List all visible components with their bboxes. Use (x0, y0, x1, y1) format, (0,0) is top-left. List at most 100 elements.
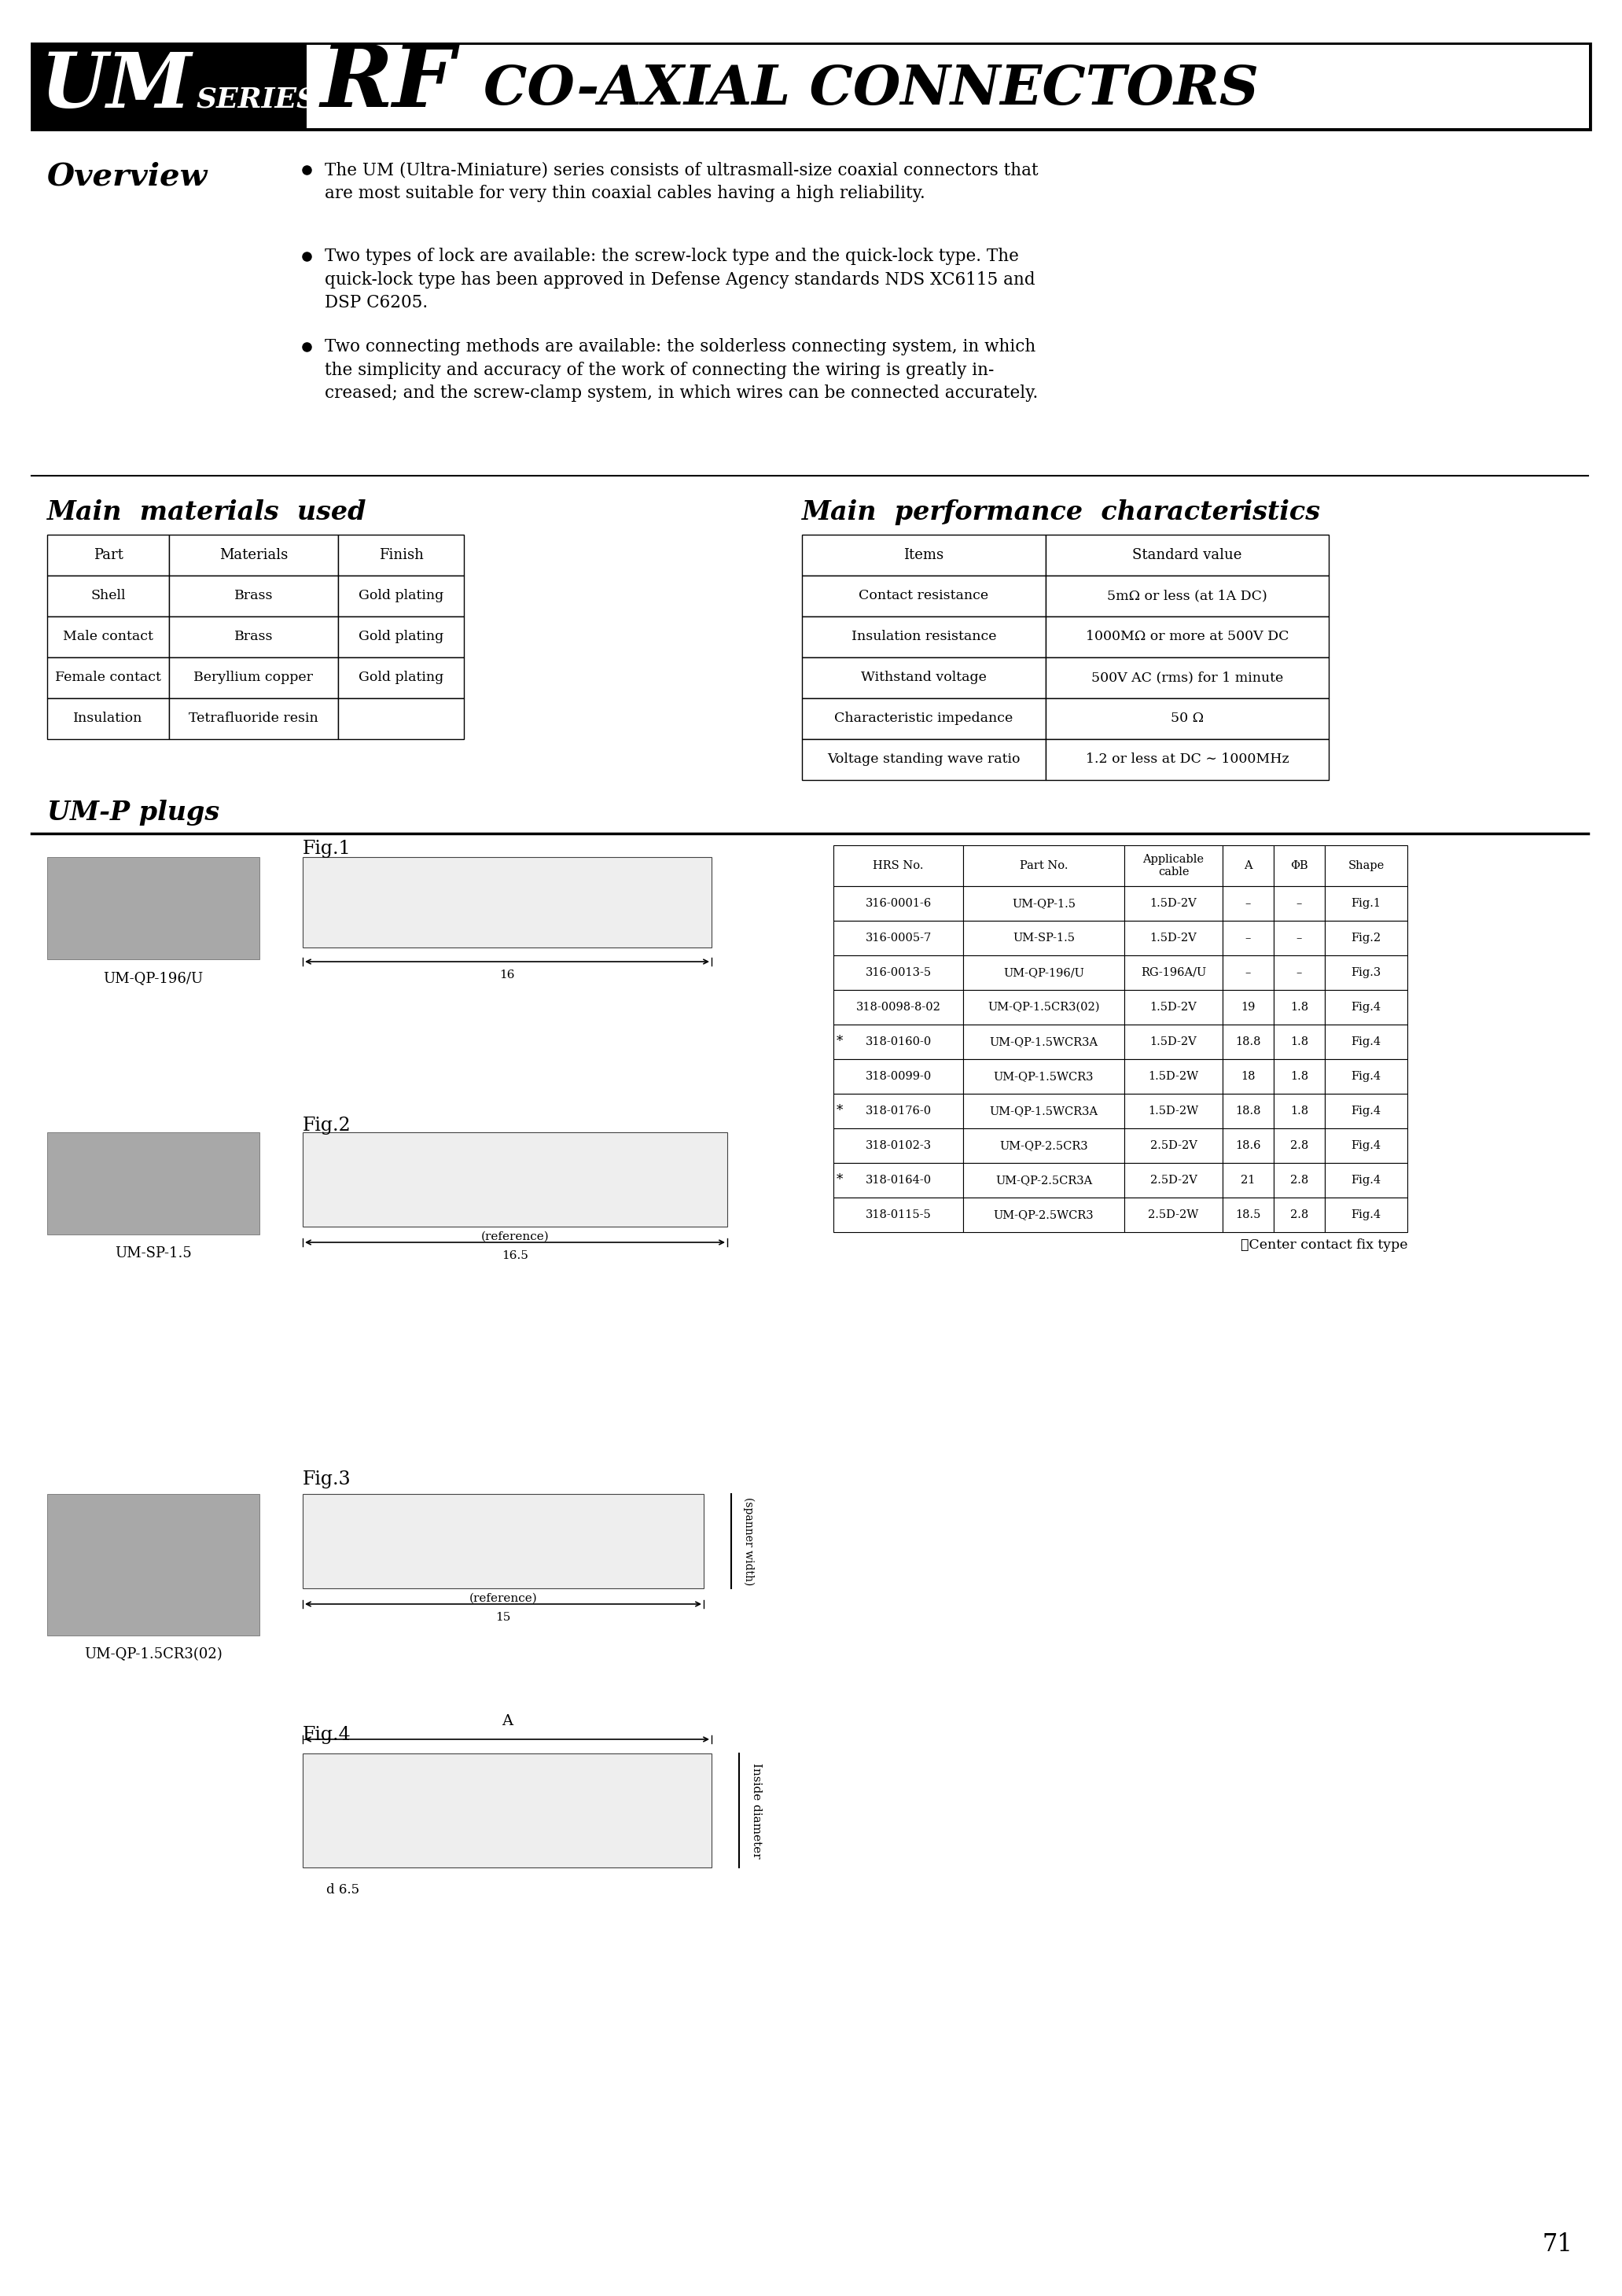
Text: Fig.2: Fig.2 (1351, 932, 1380, 944)
Bar (47, 576, 169, 615)
Bar (169, 535, 337, 576)
Text: 316-0005-7: 316-0005-7 (865, 932, 931, 944)
Text: UM-QP-2.5CR3A: UM-QP-2.5CR3A (996, 1176, 1092, 1185)
Text: RG-196A/U: RG-196A/U (1140, 967, 1207, 978)
Bar (337, 576, 464, 615)
Text: 1.5D-2V: 1.5D-2V (1150, 898, 1197, 909)
Text: Main  materials  used: Main materials used (47, 498, 367, 526)
Text: Fig.4: Fig.4 (1351, 1035, 1380, 1047)
Text: 318-0160-0: 318-0160-0 (865, 1035, 931, 1047)
Bar (1124, 955, 1223, 990)
Text: Shell: Shell (91, 590, 125, 602)
Text: Fig.4: Fig.4 (1351, 1107, 1380, 1116)
Bar (47, 1495, 260, 1635)
Text: Insulation: Insulation (73, 712, 143, 726)
Bar (1223, 845, 1273, 886)
Text: Gold plating: Gold plating (358, 590, 443, 602)
Text: Contact resistance: Contact resistance (860, 590, 989, 602)
Text: Items: Items (903, 549, 944, 563)
Text: Fig.4: Fig.4 (1351, 1001, 1380, 1013)
Text: 318-0115-5: 318-0115-5 (866, 1210, 931, 1221)
Bar (1325, 1024, 1408, 1058)
Bar (1325, 955, 1408, 990)
Bar (834, 1024, 963, 1058)
Text: 18.8: 18.8 (1236, 1107, 1260, 1116)
Bar (1325, 1127, 1408, 1164)
Bar (31, 44, 1591, 131)
Text: d 6.5: d 6.5 (326, 1883, 360, 1896)
Bar (1223, 1058, 1273, 1093)
Text: Main  performance  characteristics: Main performance characteristics (801, 498, 1320, 526)
Bar (1046, 615, 1328, 657)
Text: UM-QP-1.5CR3(02): UM-QP-1.5CR3(02) (988, 1001, 1100, 1013)
Bar (834, 845, 963, 886)
Bar (1273, 1164, 1325, 1199)
Bar (1124, 1058, 1223, 1093)
Text: Fig.1: Fig.1 (1351, 898, 1380, 909)
Text: 71: 71 (1543, 2232, 1572, 2257)
Bar (834, 1199, 963, 1233)
Bar (834, 955, 963, 990)
Text: Tetrafluoride resin: Tetrafluoride resin (188, 712, 318, 726)
Text: Part: Part (92, 549, 123, 563)
Bar (1124, 886, 1223, 921)
Text: 18.6: 18.6 (1236, 1141, 1260, 1150)
Bar (1223, 1093, 1273, 1127)
Text: 1.8: 1.8 (1289, 1107, 1309, 1116)
Bar (1046, 535, 1328, 576)
Text: UM-QP-1.5: UM-QP-1.5 (1012, 898, 1075, 909)
Bar (1273, 990, 1325, 1024)
Bar (834, 1164, 963, 1199)
Bar (801, 535, 1046, 576)
Text: Withstand voltage: Withstand voltage (861, 670, 986, 684)
Text: RF: RF (321, 41, 456, 126)
Text: Fig.4: Fig.4 (1351, 1141, 1380, 1150)
Text: Brass: Brass (234, 590, 272, 602)
Bar (963, 1199, 1124, 1233)
Text: CO-AXIAL CONNECTORS: CO-AXIAL CONNECTORS (483, 62, 1259, 115)
Text: –: – (1246, 898, 1251, 909)
Bar (1325, 1093, 1408, 1127)
Text: Two types of lock are available: the screw-lock type and the quick-lock type. Th: Two types of lock are available: the scr… (324, 248, 1035, 312)
Text: 2.8: 2.8 (1289, 1210, 1309, 1221)
Bar (1223, 921, 1273, 955)
Bar (169, 657, 337, 698)
Bar (1046, 576, 1328, 615)
Bar (1124, 1199, 1223, 1233)
Text: Brass: Brass (234, 629, 272, 643)
Bar (169, 698, 337, 739)
Text: Insulation resistance: Insulation resistance (852, 629, 996, 643)
Text: Shape: Shape (1348, 861, 1384, 870)
Text: Standard value: Standard value (1132, 549, 1242, 563)
Text: 318-0098-8-02: 318-0098-8-02 (856, 1001, 941, 1013)
Text: 50 Ω: 50 Ω (1171, 712, 1204, 726)
Text: 2.5D-2W: 2.5D-2W (1148, 1210, 1199, 1221)
Text: –: – (1246, 967, 1251, 978)
Bar (1223, 886, 1273, 921)
Bar (47, 1132, 260, 1235)
Bar (1325, 1199, 1408, 1233)
Bar (834, 990, 963, 1024)
Text: Fig.3: Fig.3 (1351, 967, 1380, 978)
Bar (303, 1495, 704, 1589)
Text: 2.5D-2V: 2.5D-2V (1150, 1176, 1197, 1185)
Text: UM-QP-2.5WCR3: UM-QP-2.5WCR3 (994, 1210, 1093, 1221)
Text: Two connecting methods are available: the solderless connecting system, in which: Two connecting methods are available: th… (324, 338, 1038, 402)
Text: 21: 21 (1241, 1176, 1255, 1185)
Bar (1223, 955, 1273, 990)
Bar (801, 576, 1046, 615)
Text: –: – (1296, 967, 1302, 978)
Text: (reference): (reference) (469, 1593, 537, 1605)
Text: Part No.: Part No. (1020, 861, 1067, 870)
Text: 2.5D-2V: 2.5D-2V (1150, 1141, 1197, 1150)
Text: 1.8: 1.8 (1289, 1035, 1309, 1047)
Bar (963, 921, 1124, 955)
Text: UM-QP-2.5CR3: UM-QP-2.5CR3 (999, 1141, 1088, 1150)
Text: 1.8: 1.8 (1289, 1070, 1309, 1081)
Bar (303, 1754, 712, 1867)
Text: 1.2 or less at DC ∼ 1000MHz: 1.2 or less at DC ∼ 1000MHz (1085, 753, 1289, 767)
Text: The UM (Ultra-Miniature) series consists of ultrasmall-size coaxial connectors t: The UM (Ultra-Miniature) series consists… (324, 161, 1038, 202)
Text: 318-0102-3: 318-0102-3 (865, 1141, 931, 1150)
Bar (834, 1058, 963, 1093)
Text: –: – (1296, 898, 1302, 909)
